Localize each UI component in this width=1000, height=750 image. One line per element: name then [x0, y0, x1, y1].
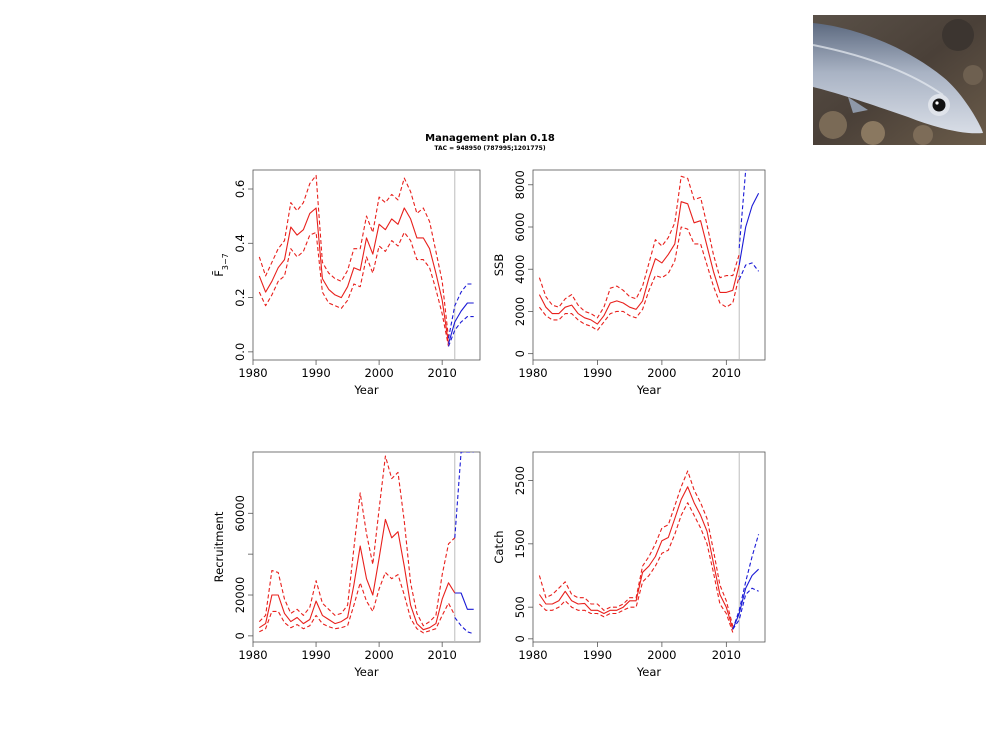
- panel-ssb: 1980 1990 2000 2010 0 2000 4000 6000 8000 Year SSB: [492, 169, 766, 397]
- forecast-lower-line: [447, 316, 474, 347]
- forecast-upper-line: [732, 534, 760, 630]
- historic-upper-line: [538, 470, 734, 627]
- y-tick-label: 20000: [233, 577, 247, 614]
- forecast-upper-line: [447, 283, 474, 339]
- x-tick-label: 2000: [647, 648, 676, 662]
- x-tick-label: 2010: [712, 366, 741, 380]
- historic-upper-line: [258, 174, 450, 339]
- y-tick-label: 0: [513, 635, 527, 642]
- panel-recruitment: 1980 1990 2000 2010 0 20000 60000 Year Recruitme…: [212, 451, 481, 679]
- y-tick-label: 0.6: [233, 180, 247, 198]
- y-tick-label: 60000: [233, 495, 247, 532]
- x-axis-label: Year: [636, 665, 662, 679]
- historic-lower-line: [259, 571, 456, 634]
- x-tick-label: 1990: [301, 648, 330, 662]
- y-tick-label: 6000: [513, 212, 527, 241]
- x-tick-label: 1990: [583, 366, 612, 380]
- y-tick-label: 1500: [513, 529, 527, 558]
- y-tick-label: 8000: [513, 170, 527, 199]
- y-axis-label: Catch: [492, 530, 506, 563]
- historic-lower-line: [258, 231, 450, 347]
- forecast-median-line: [454, 592, 474, 610]
- x-tick-label: 2010: [428, 648, 457, 662]
- series-group: [258, 174, 474, 347]
- figure-subtitle: TAC = 948950 (787995;1201775): [434, 145, 545, 152]
- y-axis-label-subscript: 3−7: [221, 253, 230, 270]
- x-tick-label: 2010: [712, 648, 741, 662]
- y-tick-label: 0: [233, 632, 247, 639]
- y-axis-label: F̄3−7: [212, 253, 230, 277]
- y-tick-label: 2500: [513, 466, 527, 495]
- x-axis-label: Year: [353, 383, 379, 397]
- forecast-lower-line: [732, 587, 759, 630]
- forecast-median-line: [732, 568, 759, 630]
- x-tick-label: 1980: [518, 366, 547, 380]
- historic-upper-line: [538, 175, 740, 319]
- y-axis-label: SSB: [492, 254, 506, 277]
- panel-catch: 1980 1990 2000 2010 0 500 1500 2500 Year Catch: [492, 451, 766, 679]
- series-group: [538, 170, 760, 331]
- x-axis-label: Year: [636, 383, 662, 397]
- x-tick-label: 1980: [238, 366, 267, 380]
- y-tick-label: 0.0: [233, 343, 247, 361]
- panel-frame: [252, 169, 481, 361]
- x-tick-label: 2000: [364, 366, 393, 380]
- forecast-lower-line: [454, 617, 474, 635]
- historic-upper-line: [258, 455, 456, 627]
- y-tick-label: 0.2: [233, 288, 247, 306]
- y-tick-label: 500: [513, 596, 527, 618]
- forecast-upper-line: [454, 452, 474, 538]
- y-tick-label: 4000: [513, 255, 527, 284]
- historic-median-line: [538, 201, 740, 325]
- series-group: [538, 470, 760, 633]
- historic-median-line: [258, 207, 450, 344]
- figure-title: Management plan 0.18: [425, 133, 555, 144]
- panel-frame: [532, 169, 766, 361]
- x-tick-label: 2000: [364, 648, 393, 662]
- series-group: [258, 452, 474, 635]
- y-tick-label: 0: [513, 350, 527, 357]
- forecast-lower-line: [738, 262, 760, 281]
- y-tick-label: 2000: [513, 297, 527, 326]
- forecast-upper-line: [738, 170, 748, 249]
- panel-frame: [252, 451, 481, 643]
- x-tick-label: 2010: [428, 366, 457, 380]
- forecast-median-line: [447, 302, 474, 344]
- x-tick-label: 1990: [583, 648, 612, 662]
- x-axis-label: Year: [353, 665, 379, 679]
- y-tick-label: 0.4: [233, 234, 247, 252]
- x-tick-label: 1980: [518, 648, 547, 662]
- y-axis-label: Recruitment: [212, 511, 226, 582]
- historic-lower-line: [539, 502, 734, 633]
- x-tick-label: 1990: [301, 366, 330, 380]
- historic-median-line: [538, 486, 734, 630]
- panel-f: 1980 1990 2000 2010 0.0 0.2 0.4 0.6 Year F̄3−7: [212, 169, 481, 397]
- historic-lower-line: [538, 226, 740, 331]
- x-tick-label: 1980: [238, 648, 267, 662]
- fish-photo: [813, 15, 986, 145]
- forecast-median-line: [738, 192, 760, 266]
- x-tick-label: 2000: [647, 366, 676, 380]
- historic-median-line: [258, 518, 456, 631]
- panel-frame: [532, 451, 766, 643]
